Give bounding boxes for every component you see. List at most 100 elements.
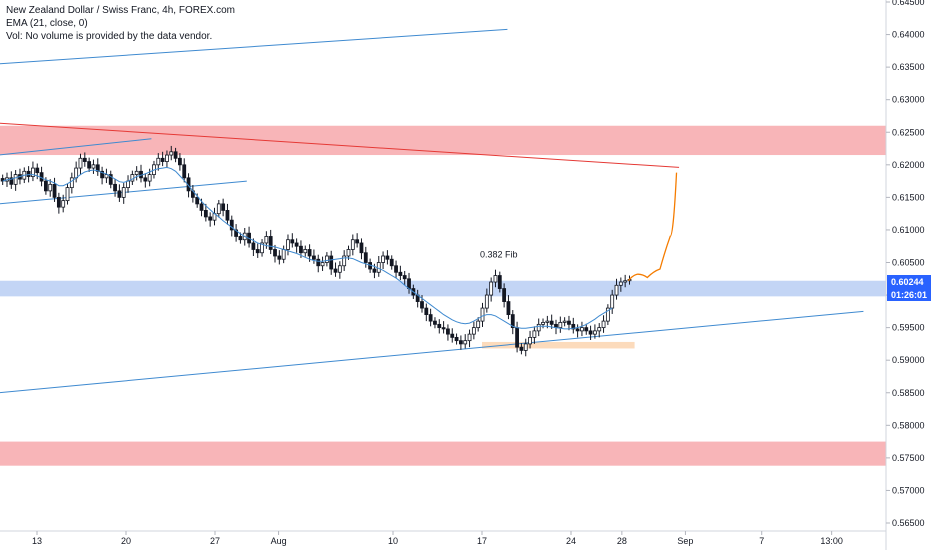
volume-indicator-label[interactable]: Vol: No volume is provided by the data v… — [6, 31, 213, 42]
candle-body — [165, 154, 169, 162]
x-tick-label: Sep — [677, 536, 693, 546]
x-tick-label: 27 — [210, 536, 220, 546]
candle-body — [74, 167, 79, 179]
candle-body — [614, 284, 619, 296]
candle-body — [195, 196, 200, 205]
candle-body — [329, 255, 334, 270]
candle-body — [350, 239, 355, 250]
candle-body — [312, 255, 316, 260]
y-tick-label: 0.64500 — [892, 0, 925, 7]
candle-body — [597, 327, 602, 332]
candle-body — [450, 333, 455, 338]
candle-body — [273, 249, 277, 257]
trendline-0 — [0, 28, 508, 65]
candle-body — [575, 328, 580, 332]
candle-body — [562, 320, 567, 323]
candle-body — [277, 255, 282, 260]
candle-body — [385, 255, 390, 260]
candle-body — [342, 255, 347, 267]
y-tick-label: 0.59000 — [892, 355, 925, 365]
ema-line — [2, 166, 613, 330]
candle-body — [484, 294, 489, 309]
y-tick-label: 0.61500 — [892, 192, 925, 202]
candle-body — [605, 307, 610, 322]
candle-body — [467, 333, 472, 342]
price-axis[interactable]: 0.64500 0.64000 0.63500 0.63000 0.62500 0.620… — [886, 0, 925, 528]
candle-body — [290, 239, 295, 244]
candle-body — [433, 320, 437, 325]
candle-body — [251, 242, 256, 250]
candle-body — [303, 249, 308, 254]
candle-body — [199, 203, 204, 211]
candle-body — [372, 268, 377, 273]
candle-body — [299, 245, 303, 254]
candle-body — [324, 255, 329, 263]
candle-body — [316, 258, 321, 267]
candle-body — [117, 190, 122, 198]
trendlines-layer — [0, 28, 864, 394]
candle-body — [618, 281, 623, 286]
ema-indicator-label[interactable]: EMA (21, close, 0) — [6, 18, 88, 29]
candle-body — [437, 323, 442, 329]
y-tick-label: 0.58500 — [892, 388, 925, 398]
candle-body — [346, 249, 351, 257]
candle-body — [623, 280, 628, 283]
candle-body — [510, 314, 515, 329]
x-tick-label: 24 — [566, 536, 576, 546]
candle-body — [428, 314, 433, 322]
candle-body — [424, 307, 429, 315]
candle-body — [502, 288, 507, 302]
candle-body — [381, 255, 385, 263]
ema-layer — [2, 166, 613, 330]
time-axis[interactable]: 13 20 27 Aug 10 17 24 28 Sep 7 13:00 — [32, 531, 843, 546]
candle-body — [13, 174, 18, 185]
projection-path — [627, 172, 678, 282]
candle-body — [446, 328, 450, 335]
candle-body — [541, 322, 545, 325]
fib-annotation[interactable]: 0.382 Fib — [480, 249, 518, 259]
symbol-title[interactable]: New Zealand Dollar / Swiss Franc, 4h, FO… — [6, 5, 235, 16]
candle-body — [264, 236, 269, 244]
candle-body — [113, 183, 117, 192]
candle-body — [225, 209, 230, 221]
candle-body — [558, 322, 563, 329]
candle-body — [95, 164, 100, 172]
candle-body — [567, 320, 571, 325]
candle-body — [216, 203, 221, 215]
candle-body — [454, 336, 459, 342]
zone-resistance — [0, 125, 886, 156]
candle-body — [208, 216, 213, 221]
candle-body — [601, 320, 606, 329]
trendline-1 — [0, 122, 680, 168]
candle-body — [31, 167, 35, 177]
candle-body — [147, 174, 152, 182]
candle-body — [9, 177, 14, 185]
x-tick-label: 10 — [388, 536, 398, 546]
y-tick-label: 0.57000 — [892, 485, 925, 495]
candle-body — [87, 161, 92, 169]
candle-body — [571, 323, 576, 330]
y-tick-label: 0.62500 — [892, 127, 925, 137]
x-tick-label: 28 — [617, 536, 627, 546]
candle-body — [203, 209, 208, 218]
candle-body — [78, 157, 83, 169]
zone-current — [0, 280, 886, 297]
candle-body — [143, 177, 148, 182]
candle-body — [221, 203, 226, 211]
current-price-badge — [887, 275, 931, 288]
candle-body — [156, 157, 161, 166]
candle-body — [234, 229, 239, 237]
countdown-text: 01:26:01 — [891, 290, 927, 300]
candle-body — [536, 323, 541, 332]
x-tick-label: Aug — [271, 536, 287, 546]
y-tick-label: 0.59500 — [892, 323, 925, 333]
candle-body — [48, 183, 53, 192]
y-tick-label: 0.56500 — [892, 518, 925, 528]
price-badges: 0.60244 01:26:01 — [887, 275, 931, 301]
candle-body — [255, 249, 260, 254]
y-tick-label: 0.61000 — [892, 225, 925, 235]
candle-body — [320, 262, 325, 267]
candle-body — [91, 164, 96, 169]
projection-layer — [627, 172, 678, 282]
